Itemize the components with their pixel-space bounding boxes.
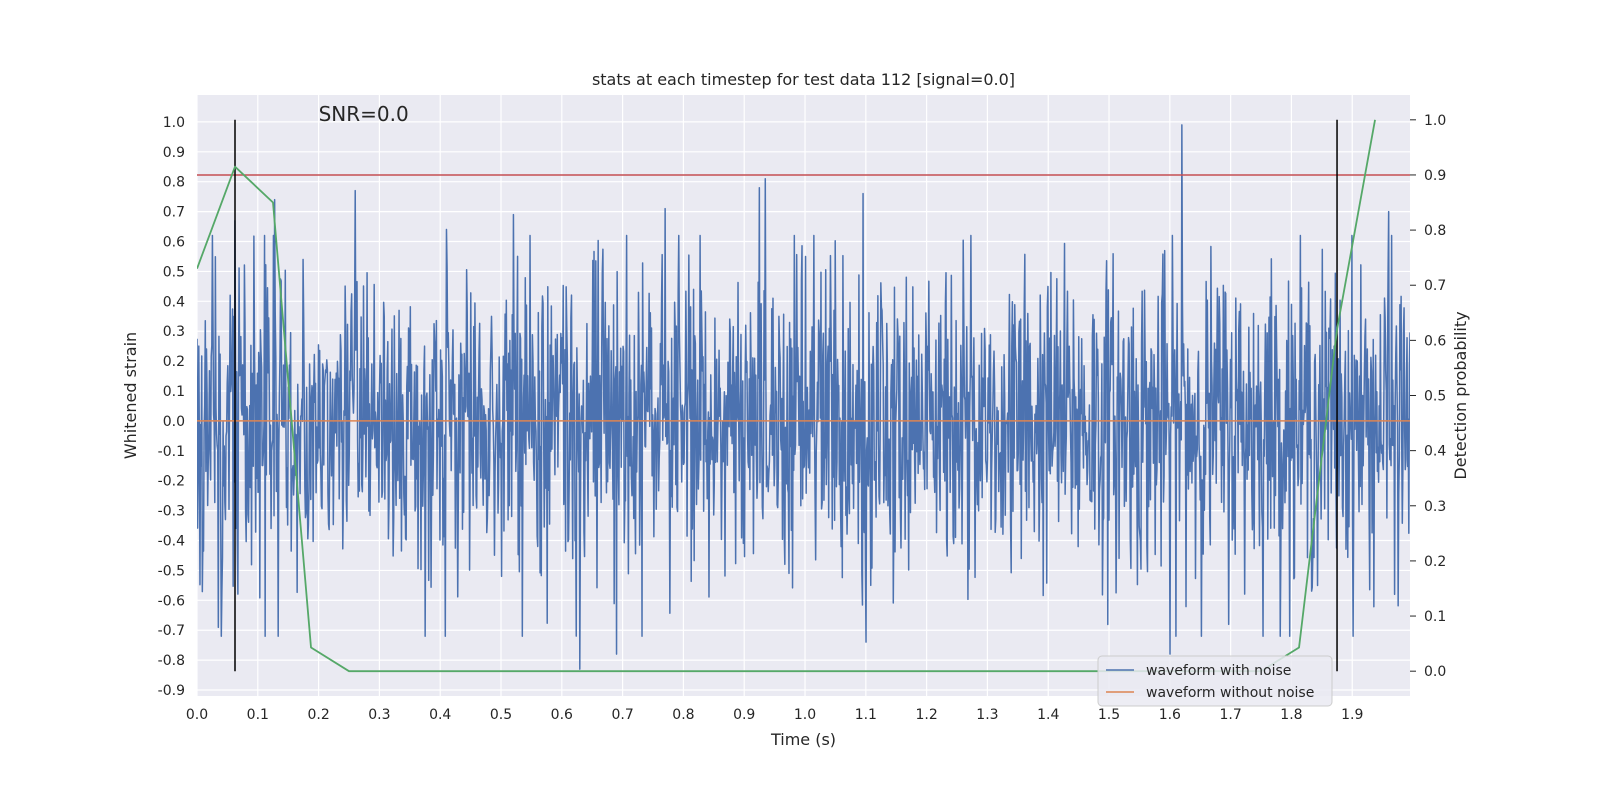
y-tick-label: 0.2 <box>163 354 185 370</box>
legend-label-noise: waveform with noise <box>1146 663 1291 679</box>
x-tick-label: 1.8 <box>1280 707 1302 723</box>
y2-tick-label: 1.0 <box>1424 113 1446 129</box>
y-tick-label: -0.5 <box>158 563 185 579</box>
y-tick-label: -0.1 <box>158 444 185 460</box>
axes: 0.0 0.1 0.2 0.3 0.4 0.5 0.6 0.7 0.8 0.9 1.0 1.1 1.2 1… <box>158 113 1447 723</box>
x-tick-label: 1.5 <box>1098 707 1120 723</box>
y-tick-label: 0.0 <box>163 414 185 430</box>
snr-annotation: SNR=0.0 <box>319 102 409 126</box>
x-tick-label: 0.3 <box>368 707 390 723</box>
y2-axis-label: Detection probability <box>1451 311 1470 479</box>
x-tick-label: 1.2 <box>915 707 937 723</box>
x-tick-label: 0.9 <box>733 707 755 723</box>
y-tick-label: -0.6 <box>158 593 185 609</box>
x-tick-label: 1.4 <box>1037 707 1059 723</box>
x-tick-label: 0.2 <box>307 707 329 723</box>
x-tick-label: 1.9 <box>1341 707 1363 723</box>
y-tick-label: 0.1 <box>163 384 185 400</box>
y2-tick-label: 0.7 <box>1424 278 1446 294</box>
y-tick-label: 0.9 <box>163 145 185 161</box>
y-tick-label: -0.8 <box>158 653 185 669</box>
legend-box <box>1097 655 1333 707</box>
y-tick-label: 0.5 <box>163 264 185 280</box>
y-tick-label: 0.6 <box>163 235 185 251</box>
y-tick-label: 0.4 <box>163 294 185 310</box>
x-axis-label: Time (s) <box>770 730 836 749</box>
y-tick-label: -0.9 <box>158 683 185 699</box>
x-tick-label: 0.6 <box>551 707 573 723</box>
y2-tick-label: 0.6 <box>1424 333 1446 349</box>
y-tick-label: 0.3 <box>163 324 185 340</box>
y2-tick-label: 0.8 <box>1424 223 1446 239</box>
y-tick-label: 0.8 <box>163 175 185 191</box>
y-tick-label: -0.3 <box>158 504 185 520</box>
x-tick-label: 0.8 <box>672 707 694 723</box>
x-tick-label: 0.5 <box>490 707 512 723</box>
x-tick-label: 1.7 <box>1220 707 1242 723</box>
y2-tick-label: 0.1 <box>1424 609 1446 625</box>
legend: waveform with noise waveform without noi… <box>1097 655 1333 707</box>
y2-tick-label: 0.0 <box>1424 664 1446 680</box>
y-tick-label: 0.7 <box>163 205 185 221</box>
x-tick-label: 0.0 <box>186 707 208 723</box>
x-tick-label: 1.3 <box>976 707 998 723</box>
chart-title: stats at each timestep for test data 112… <box>592 70 1015 89</box>
y-tick-label: -0.2 <box>158 474 185 490</box>
series-waveform-with-noise <box>197 124 1410 670</box>
y-tick-label: -0.7 <box>158 623 185 639</box>
x-tick-label: 1.6 <box>1159 707 1181 723</box>
y-tick-label: 1.0 <box>163 115 185 131</box>
x-tick-label: 1.1 <box>855 707 877 723</box>
y2-tick-label: 0.2 <box>1424 554 1446 570</box>
x-tick-label: 0.1 <box>247 707 269 723</box>
y-axis-label: Whitened strain <box>121 332 140 459</box>
y2-tick-label: 0.3 <box>1424 499 1446 515</box>
y2-tick-label: 0.9 <box>1424 168 1446 184</box>
legend-label-clean: waveform without noise <box>1146 685 1314 701</box>
x-tick-label: 0.4 <box>429 707 451 723</box>
x-tick-label: 0.7 <box>611 707 633 723</box>
y2-tick-label: 0.4 <box>1424 444 1446 460</box>
x-tick-label: 1.0 <box>794 707 816 723</box>
y2-tick-label: 0.5 <box>1424 389 1446 405</box>
y-tick-label: -0.4 <box>158 534 185 550</box>
